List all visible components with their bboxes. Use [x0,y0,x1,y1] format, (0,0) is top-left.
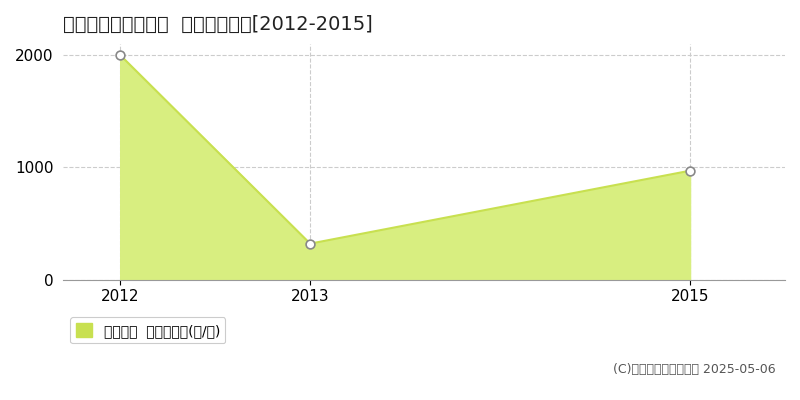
Text: 常呂郡佐呂間町若佐  農地価格推移[2012-2015]: 常呂郡佐呂間町若佐 農地価格推移[2012-2015] [63,15,373,34]
Legend: 農地価格  平均坪単価(円/坪): 農地価格 平均坪単価(円/坪) [70,317,226,343]
Point [304,240,317,247]
Point [114,52,126,58]
Point [684,168,697,174]
Text: (C)土地価格ドットコム 2025-05-06: (C)土地価格ドットコム 2025-05-06 [614,363,776,376]
